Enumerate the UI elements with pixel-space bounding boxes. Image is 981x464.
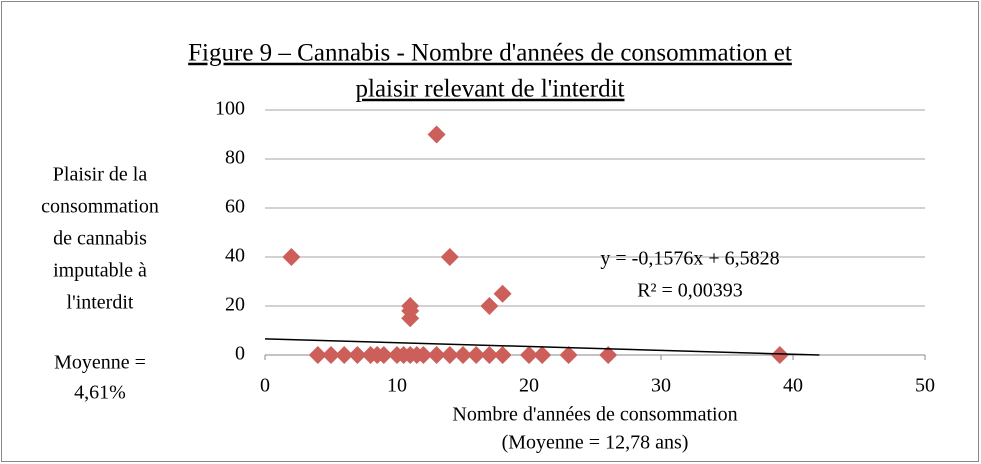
point [440,346,459,364]
point [493,346,512,364]
y-axis-note: Moyenne = [54,352,146,374]
y-tick-label: 0 [235,343,245,365]
y-axis-label: Plaisir de la [53,164,148,186]
y-axis-label: l'interdit [67,292,134,314]
point [440,248,459,266]
y-axis-note: 4,61% [74,382,126,404]
x-axis-label: Nombre d'années de consommation [452,404,737,426]
y-axis-label: de cannabis [53,228,147,250]
x-axis-label: (Moyenne = 12,78 ans) [502,432,689,454]
x-tick-label: 0 [260,375,270,397]
point [414,346,433,364]
y-tick-label: 80 [225,147,245,169]
point [348,346,367,364]
point [308,346,327,364]
point [282,248,301,266]
point [322,346,340,364]
point [374,346,393,364]
point [335,346,354,364]
y-axis-label: consommation [41,196,159,218]
y-tick-label: 20 [225,294,245,316]
chart-title: Figure 9 – Cannabis - Nombre d'années de… [188,40,792,67]
trendline-equation: y = -0,1576x + 6,5828 [600,248,779,270]
x-tick-label: 30 [651,375,671,397]
trendline [264,338,820,356]
point [480,346,499,364]
point [467,346,486,364]
point [401,309,420,328]
point [533,346,552,364]
point [427,346,446,364]
y-tick-label: 60 [225,196,245,218]
y-tick-label: 40 [225,245,245,267]
y-tick-label: 100 [215,98,245,120]
point [599,346,618,364]
x-tick-label: 40 [783,375,803,397]
point [480,297,499,315]
point [427,125,446,144]
x-tick-label: 50 [915,375,935,397]
y-axis-label: imputable à [53,260,147,282]
point [520,346,538,364]
trendline-r2: R² = 0,00393 [637,280,743,302]
x-tick-label: 10 [387,375,407,397]
point [493,284,512,303]
x-tick-label: 20 [519,375,539,397]
point [770,346,789,364]
chart-title: plaisir relevant de l'interdit [356,76,625,103]
point [454,346,472,364]
point [559,346,578,364]
